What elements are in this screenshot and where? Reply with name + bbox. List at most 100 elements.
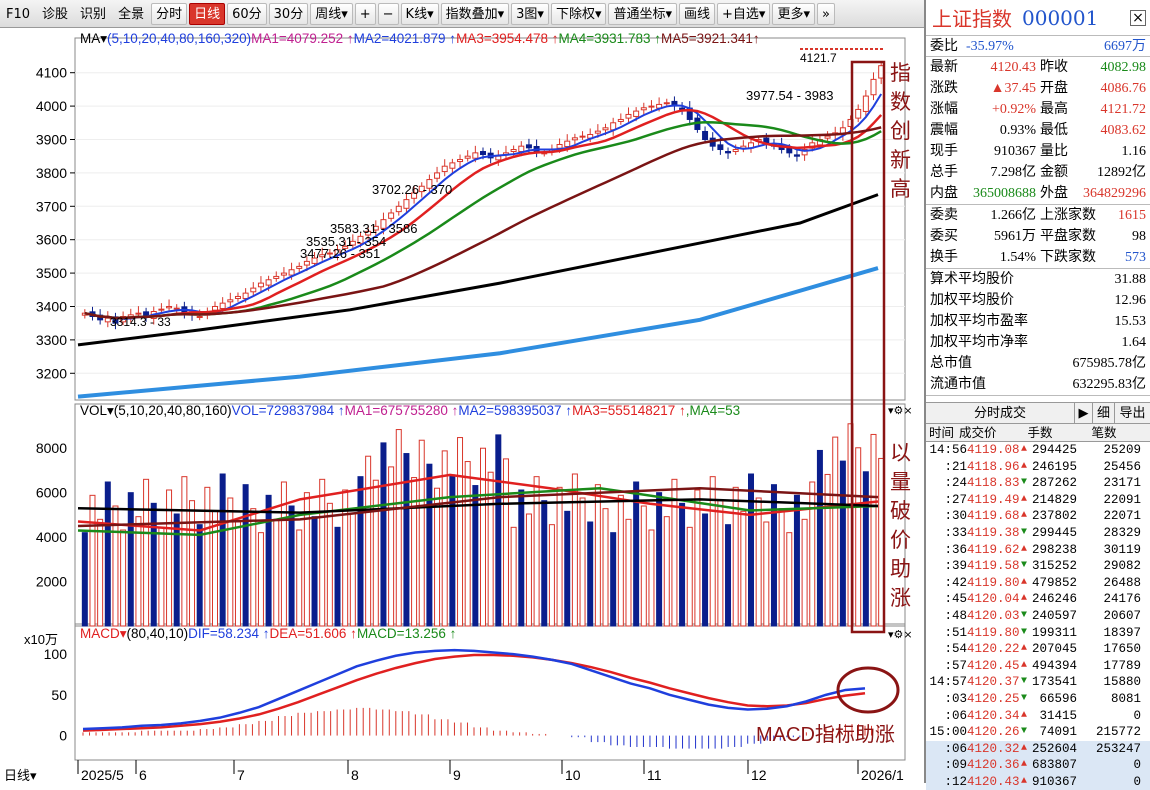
play-icon[interactable]: ▶ bbox=[1074, 403, 1092, 423]
volume-bar bbox=[633, 481, 640, 627]
trade-row[interactable]: :39 4119.58 ▼ 315252 29082 bbox=[926, 558, 1150, 575]
toolbar-item-0[interactable]: F10 bbox=[6, 6, 31, 22]
order-label: 换手 bbox=[930, 250, 958, 265]
volume-bar bbox=[257, 532, 264, 627]
trade-row[interactable]: :57 4120.45 ▲ 494394 17789 bbox=[926, 658, 1150, 675]
trade-row[interactable]: :12 4120.43 ▲ 910367 0 bbox=[926, 773, 1150, 790]
trade-row[interactable]: :45 4120.04 ▲ 246246 24176 bbox=[926, 591, 1150, 608]
stat-row: 加权平均市盈率 15.53 bbox=[926, 311, 1150, 332]
toolbar-item-16[interactable]: 画线 bbox=[679, 2, 716, 25]
trade-time: :57 bbox=[944, 658, 967, 673]
trade-row[interactable]: :06 4120.34 ▲ 31415 0 bbox=[926, 708, 1150, 725]
trade-row[interactable]: :21 4118.96 ▲ 246195 25456 bbox=[926, 459, 1150, 476]
trade-row[interactable]: 14:56 4119.08 ▲ 294425 25209 bbox=[926, 442, 1150, 459]
trade-time: :45 bbox=[944, 592, 967, 607]
trade-arrow: ▲ bbox=[1021, 643, 1028, 655]
trade-row[interactable]: :06 4120.32 ▲ 252604 253247 bbox=[926, 740, 1150, 758]
price-annotation-5: 3477.26 - 351 bbox=[300, 246, 380, 261]
tab-trades[interactable]: 分时成交 bbox=[973, 406, 1026, 421]
toolbar-item-5[interactable]: 日线 bbox=[189, 2, 226, 25]
toolbar-item-19[interactable]: » bbox=[816, 2, 835, 25]
trade-row[interactable]: 15:00 4120.26 ▼ 74091 215772 bbox=[926, 724, 1150, 741]
trade-row[interactable]: :30 4119.68 ▲ 237802 22071 bbox=[926, 508, 1150, 525]
toolbar-item-15[interactable]: 普通坐标▾ bbox=[608, 2, 677, 25]
volume-bar bbox=[548, 524, 555, 627]
vol-unit-label: x10万 bbox=[24, 632, 58, 647]
trade-time: :09 bbox=[944, 758, 967, 773]
candle-body bbox=[357, 235, 364, 244]
toolbar-item-1[interactable]: 诊股 bbox=[42, 6, 69, 22]
quote-value: 4086.76 bbox=[1100, 81, 1147, 96]
volume-bar bbox=[832, 436, 839, 627]
trade-count: 20607 bbox=[1103, 608, 1141, 623]
trade-count: 17789 bbox=[1103, 658, 1141, 673]
candle-body bbox=[786, 147, 793, 154]
stat-row: 算术平均股价 31.88 bbox=[926, 269, 1150, 290]
candle-body bbox=[579, 135, 586, 138]
trade-list[interactable]: 14:56 4119.08 ▲ 294425 25209:21 4118.96 ▲ 24619… bbox=[926, 442, 1150, 790]
x-tick-label: 10 bbox=[565, 767, 581, 783]
toolbar-item-13[interactable]: 3图▾ bbox=[511, 2, 549, 25]
toolbar-item-10[interactable]: − bbox=[377, 2, 399, 25]
toolbar-item-4[interactable]: 分时 bbox=[151, 2, 188, 25]
volume-bar bbox=[334, 526, 341, 627]
trade-count: 25456 bbox=[1103, 459, 1141, 474]
close-icon[interactable]: × bbox=[1130, 9, 1146, 26]
trade-row[interactable]: :36 4119.62 ▲ 298238 30119 bbox=[926, 542, 1150, 559]
volume-bar bbox=[365, 455, 372, 627]
vol-legend-item: VOL▾ bbox=[80, 403, 114, 418]
toolbar-item-8[interactable]: 周线▾ bbox=[310, 2, 353, 25]
detail-button[interactable]: 细 bbox=[1092, 403, 1114, 423]
ma80-line bbox=[77, 193, 879, 347]
chart-canvas[interactable]: 4100 4000 3900 3800 3700 3600 3500 3400 3300 3200… bbox=[0, 28, 924, 783]
trade-count: 30119 bbox=[1103, 542, 1141, 557]
candle-body bbox=[640, 107, 647, 111]
trade-arrow: ▼ bbox=[1021, 676, 1028, 688]
kline-chart[interactable]: 4100 4000 3900 3800 3700 3600 3500 3400 3300 3200… bbox=[0, 28, 924, 783]
export-button[interactable]: 导出 bbox=[1114, 403, 1150, 423]
trade-row[interactable]: :42 4119.80 ▲ 479852 26488 bbox=[926, 575, 1150, 592]
vol-panel-menu-icon[interactable]: ▾⚙× bbox=[888, 404, 913, 417]
macd-panel-menu-icon[interactable]: ▾⚙× bbox=[888, 628, 913, 641]
toolbar-item-3[interactable]: 全景 bbox=[118, 6, 145, 22]
toolbar-item-9[interactable]: + bbox=[354, 2, 376, 25]
trade-time: 14:56 bbox=[929, 443, 967, 457]
trade-arrow: ▲ bbox=[1021, 444, 1028, 455]
stats-list: 算术平均股价 31.88 加权平均股价 12.96 加权平均市盈率 15.53 加权平均市净… bbox=[926, 269, 1150, 396]
trade-row[interactable]: :33 4119.38 ▼ 299445 28329 bbox=[926, 525, 1150, 542]
trade-row[interactable]: :48 4120.03 ▼ 240597 20607 bbox=[926, 608, 1150, 625]
trade-volume: 252604 bbox=[1031, 741, 1077, 756]
trade-count: 15880 bbox=[1103, 675, 1141, 690]
toolbar-item-12[interactable]: 指数叠加▾ bbox=[440, 2, 510, 25]
volume-bar bbox=[342, 489, 349, 627]
macd-tick-label: 100 bbox=[44, 646, 68, 662]
toolbar-item-2[interactable]: 识别 bbox=[80, 6, 107, 22]
volume-bar bbox=[671, 478, 678, 627]
volume-bar bbox=[510, 526, 517, 627]
trade-row[interactable]: :51 4119.80 ▼ 199311 18397 bbox=[926, 625, 1150, 642]
col-price: 成交价 bbox=[959, 425, 997, 440]
candle-body bbox=[602, 127, 609, 131]
trade-row[interactable]: :27 4119.49 ▲ 214829 22091 bbox=[926, 492, 1150, 509]
candle-body bbox=[594, 130, 601, 134]
toolbar-item-18[interactable]: 更多▾ bbox=[772, 2, 815, 25]
candle-body bbox=[219, 302, 226, 309]
candle-body bbox=[257, 282, 264, 288]
period-selector[interactable]: 日线▾ bbox=[4, 768, 37, 783]
trade-row[interactable]: :03 4120.25 ▼ 66596 8081 bbox=[926, 691, 1150, 708]
toolbar-item-6[interactable]: 60分 bbox=[227, 2, 267, 25]
trade-row[interactable]: 14:57 4120.37 ▼ 173541 15880 bbox=[926, 674, 1150, 691]
toolbar-item-17[interactable]: +自选▾ bbox=[717, 2, 771, 25]
trade-arrow: ▲ bbox=[1021, 742, 1028, 754]
toolbar-item-7[interactable]: 30分 bbox=[268, 2, 309, 25]
candle-body bbox=[250, 287, 257, 293]
volume-bar bbox=[732, 486, 739, 627]
trade-row[interactable]: :54 4120.22 ▲ 207045 17650 bbox=[926, 641, 1150, 658]
trade-row[interactable]: :24 4118.83 ▼ 287262 23171 bbox=[926, 475, 1150, 492]
trade-row[interactable]: :09 4120.36 ▲ 683807 0 bbox=[926, 757, 1150, 774]
order-value: 5961万 bbox=[994, 229, 1036, 244]
trade-volume: 74091 bbox=[1039, 725, 1077, 740]
toolbar-item-14[interactable]: 下除权▾ bbox=[550, 2, 607, 25]
toolbar-item-11[interactable]: K线▾ bbox=[400, 2, 439, 25]
candle-body bbox=[702, 130, 709, 140]
